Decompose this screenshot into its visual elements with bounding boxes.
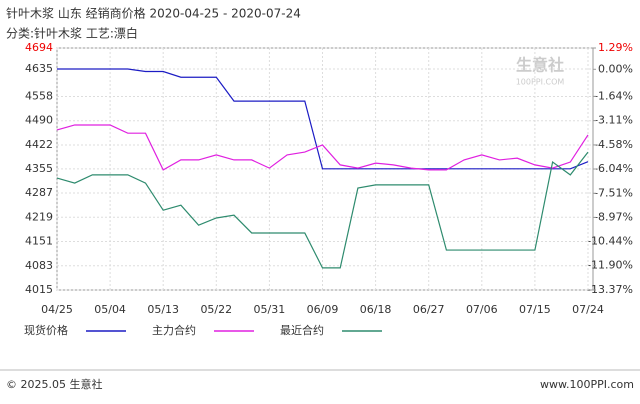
legend-label: 主力合约 [152, 323, 196, 337]
y2-tick-label: 1.29% [598, 41, 633, 54]
x-tick-label: 07/06 [466, 303, 498, 316]
y2-tick-label: -13.37% [587, 283, 633, 296]
footer-left: © 2025.05 生意社 [6, 377, 102, 391]
x-tick-label: 07/15 [519, 303, 551, 316]
x-tick-label: 05/04 [94, 303, 126, 316]
legend-label: 最近合约 [280, 323, 324, 337]
y2-tick-label: -3.11% [594, 114, 633, 127]
y-tick-label: 4694 [25, 41, 53, 54]
y-tick-label: 4490 [25, 114, 53, 127]
x-tick-label: 05/31 [254, 303, 286, 316]
y-tick-label: 4083 [25, 259, 53, 272]
y2-tick-label: -6.04% [594, 162, 633, 175]
y-tick-label: 4015 [25, 283, 53, 296]
series-line [56, 124, 589, 171]
y-tick-label: 4219 [25, 210, 53, 223]
series-line [56, 151, 589, 269]
x-tick-label: 07/24 [572, 303, 604, 316]
watermark: 生意社 [516, 56, 564, 75]
y2-tick-label: -1.64% [594, 89, 633, 102]
y-tick-label: 4355 [25, 162, 53, 175]
series-line [57, 68, 589, 170]
x-tick-label: 05/22 [200, 303, 232, 316]
chart-subtitle: 分类:针叶木浆 工艺:漂白 [6, 26, 138, 41]
legend-label: 现货价格 [24, 323, 68, 337]
x-tick-label: 06/09 [307, 303, 339, 316]
y-tick-label: 4287 [25, 186, 53, 199]
footer-right: www.100PPI.com [540, 378, 634, 391]
x-tick-label: 05/13 [147, 303, 179, 316]
y-tick-label: 4151 [25, 235, 53, 248]
y2-tick-label: -7.51% [594, 186, 633, 199]
x-tick-label: 06/27 [413, 303, 445, 316]
y2-tick-label: -4.58% [594, 138, 633, 151]
y2-tick-label: -8.97% [594, 210, 633, 223]
watermark-sub: 100PPI.COM [516, 78, 565, 87]
x-tick-label: 04/25 [41, 303, 73, 316]
y2-tick-label: -10.44% [587, 235, 633, 248]
y-tick-label: 4558 [25, 89, 53, 102]
x-tick-label: 06/18 [360, 303, 392, 316]
y2-tick-label: 0.00% [598, 62, 633, 75]
chart-title: 针叶木浆 山东 经销商价格 2020-04-25 - 2020-07-24 [6, 6, 301, 21]
y2-tick-label: -11.90% [587, 259, 633, 272]
y-tick-label: 4635 [25, 62, 53, 75]
y-tick-label: 4422 [25, 138, 53, 151]
